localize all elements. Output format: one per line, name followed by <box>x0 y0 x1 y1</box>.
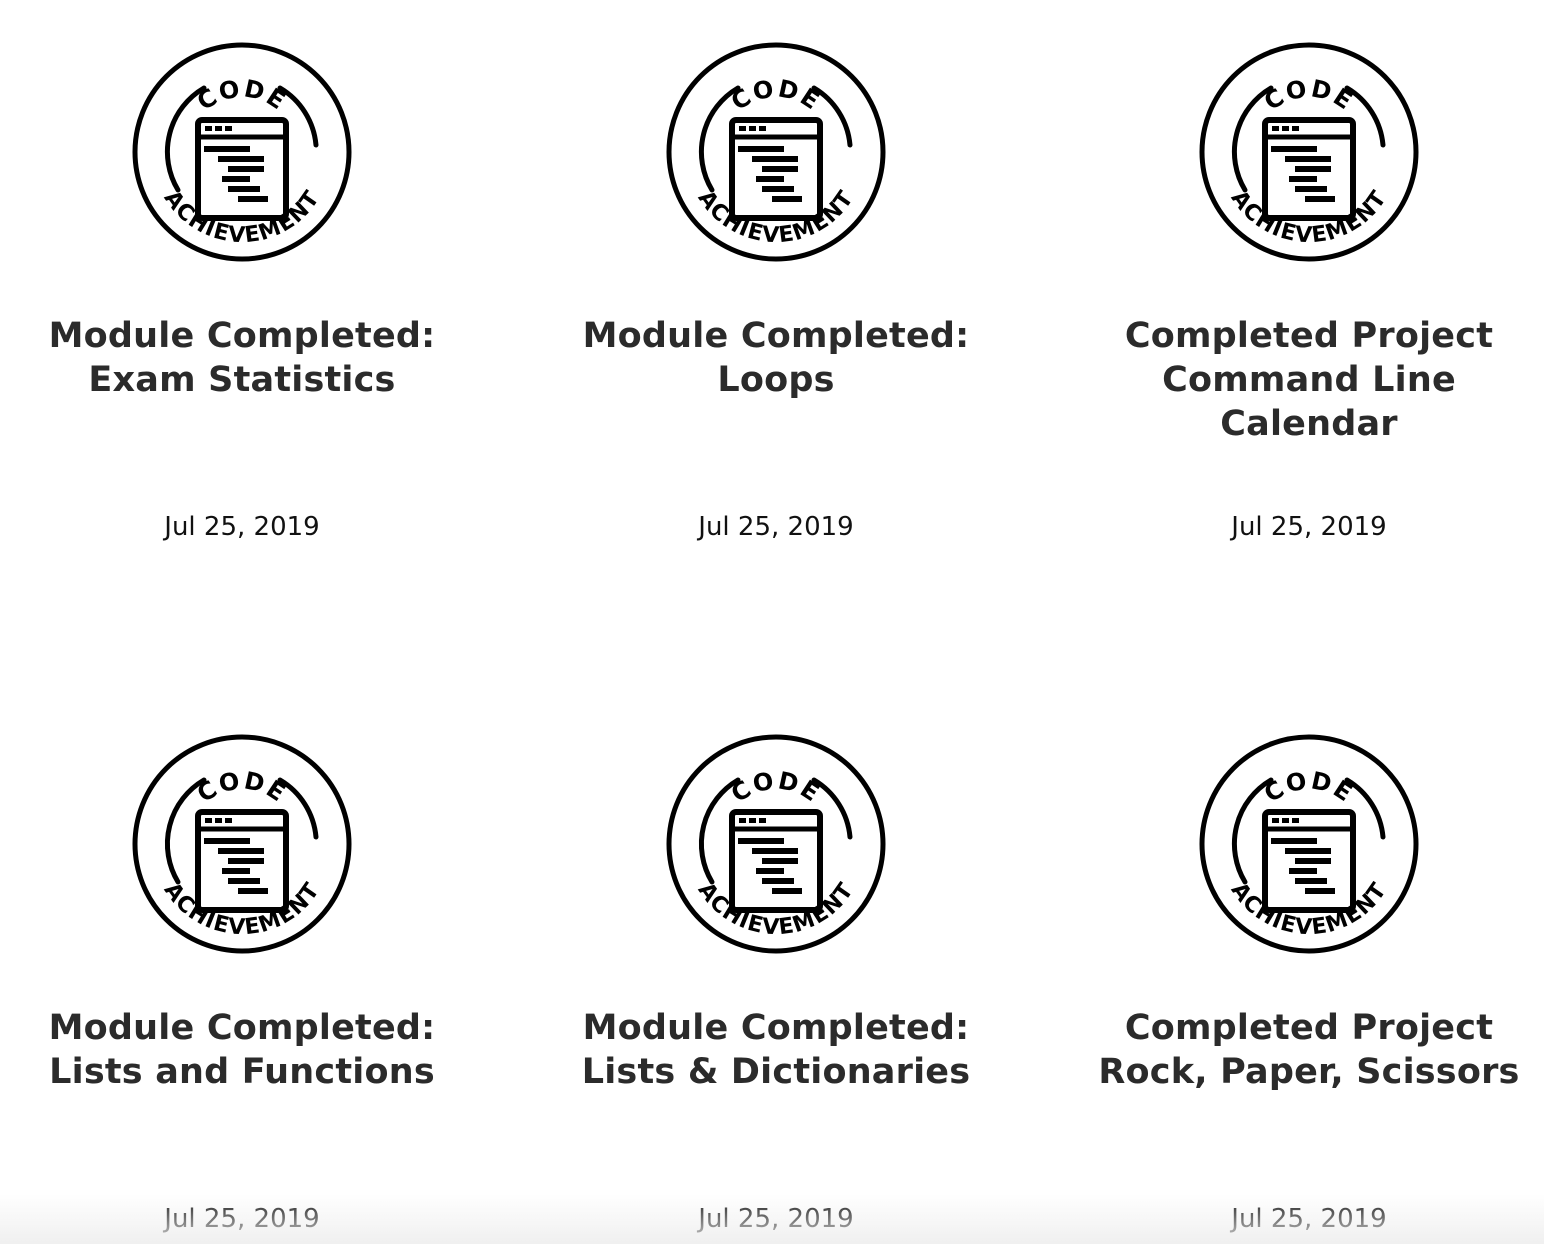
achievement-date: Jul 25, 2019 <box>164 1204 320 1234</box>
achievement-card[interactable]: Module Completed: Lists & Dictionaries Ju… <box>521 732 1031 1234</box>
achievement-title: Completed Project Rock, Paper, Scissors <box>1098 1008 1520 1092</box>
code-achievement-badge-icon <box>130 732 354 956</box>
achievement-date: Jul 25, 2019 <box>1231 1204 1387 1234</box>
achievement-date: Jul 25, 2019 <box>698 512 854 542</box>
achievement-title: Module Completed: Loops <box>582 316 970 400</box>
code-achievement-badge-icon <box>130 40 354 264</box>
achievement-title: Completed Project Command Line Calendar <box>1124 316 1494 444</box>
achievement-date: Jul 25, 2019 <box>164 512 320 542</box>
achievement-title: Module Completed: Lists and Functions <box>48 1008 436 1092</box>
achievement-card[interactable]: Module Completed: Loops Jul 25, 2019 <box>521 40 1031 542</box>
achievement-card[interactable]: Completed Project Command Line Calendar Ju… <box>1054 40 1544 542</box>
code-achievement-badge-icon <box>1197 732 1421 956</box>
achievement-card[interactable]: Module Completed: Lists and Functions Jul… <box>0 732 497 1234</box>
code-achievement-badge-icon <box>1197 40 1421 264</box>
code-achievement-badge-icon <box>664 40 888 264</box>
code-achievement-badge-icon <box>664 732 888 956</box>
achievement-title: Module Completed: Lists & Dictionaries <box>581 1008 971 1092</box>
achievement-title: Module Completed: Exam Statistics <box>48 316 436 400</box>
achievement-date: Jul 25, 2019 <box>698 1204 854 1234</box>
achievement-date: Jul 25, 2019 <box>1231 512 1387 542</box>
achievement-card[interactable]: Module Completed: Exam Statistics Jul 25,… <box>0 40 497 542</box>
achievement-card[interactable]: Completed Project Rock, Paper, Scissors J… <box>1054 732 1544 1234</box>
